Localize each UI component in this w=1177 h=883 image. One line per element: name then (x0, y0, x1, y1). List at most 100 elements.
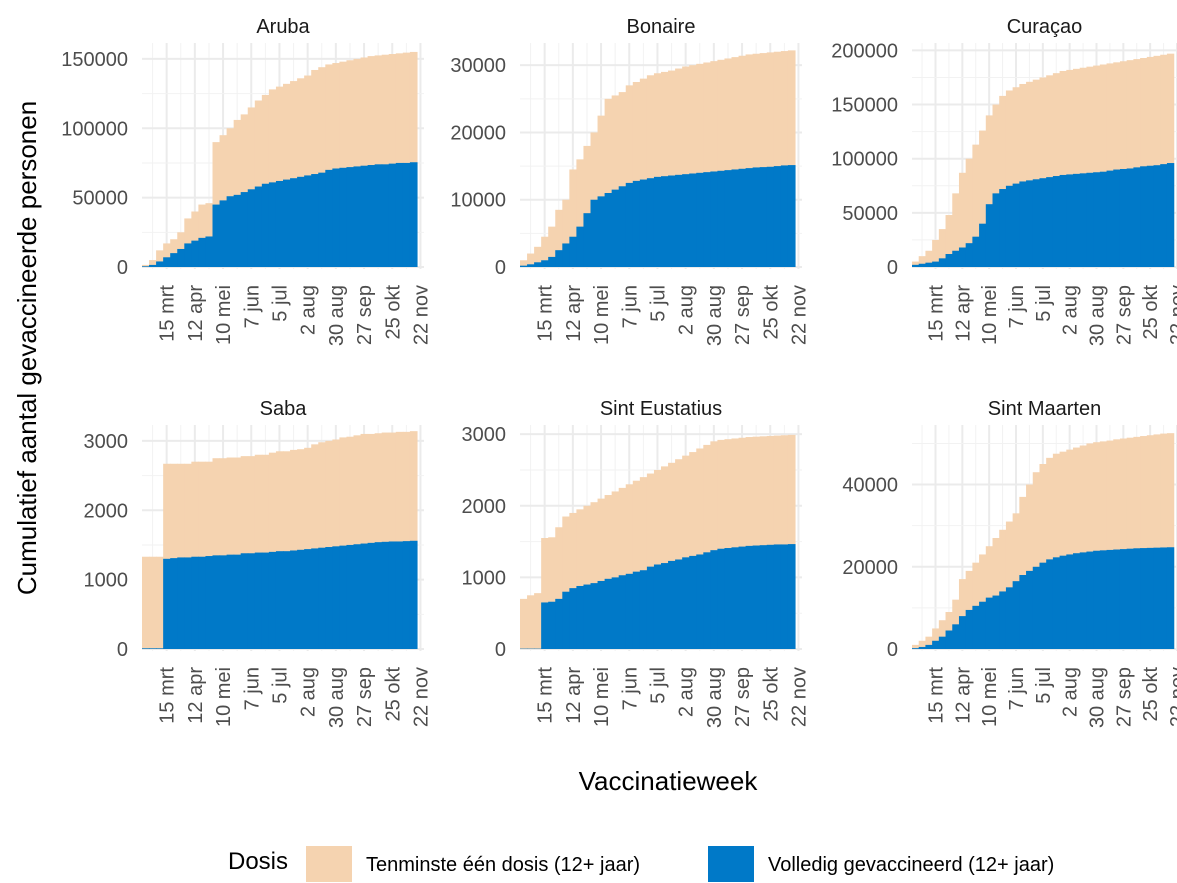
bar-fully-vaccinated-curacao (1019, 181, 1027, 267)
bar-first-dose-bonaire (583, 145, 592, 267)
bar-fully-vaccinated-saba (268, 551, 277, 649)
x-axis-title: Vaccinatieweek (579, 766, 759, 796)
bar-fully-vaccinated-bonaire (569, 236, 577, 267)
bar-fully-vaccinated-curacao (925, 262, 933, 267)
y-tick-label: 50000 (842, 203, 898, 225)
bar-first-dose-curacao (925, 250, 933, 267)
bar-first-dose-saba (402, 431, 411, 649)
bar-fully-vaccinated-sint-eustatius (555, 598, 563, 649)
bar-fully-vaccinated-sint-eustatius (703, 552, 711, 649)
bar-fully-vaccinated-bonaire (590, 199, 599, 267)
bar-first-dose-aruba (409, 51, 418, 267)
bar-fully-vaccinated-sint-maarten (958, 616, 967, 649)
bar-first-dose-bonaire (661, 71, 669, 267)
bar-first-dose-bonaire (787, 50, 796, 267)
bar-first-dose-sint-eustatius (520, 598, 528, 649)
bars-sint-eustatius (520, 434, 796, 649)
panel-title-bonaire: Bonaire (627, 16, 696, 38)
bar-first-dose-bonaire (590, 132, 599, 267)
bar-first-dose-bonaire (773, 51, 782, 268)
bar-fully-vaccinated-bonaire (639, 179, 648, 267)
x-tick-label: 5 jul (1033, 285, 1055, 322)
bar-first-dose-aruba (275, 86, 284, 267)
bar-fully-vaccinated-curacao (1153, 165, 1161, 267)
bar-first-dose-curacao (945, 215, 953, 267)
x-tick-label: 12 apr (563, 667, 585, 724)
bar-fully-vaccinated-aruba (339, 167, 348, 267)
legend-label-first-dose: Tenminste één dosis (12+ jaar) (366, 854, 640, 876)
bar-first-dose-bonaire (569, 169, 577, 267)
bar-fully-vaccinated-saba (177, 557, 185, 649)
bar-first-dose-saba (191, 461, 199, 649)
bar-first-dose-sint-eustatius (597, 498, 606, 649)
bar-fully-vaccinated-saba (367, 542, 376, 649)
x-tick-label: 30 aug (326, 667, 348, 728)
bar-first-dose-sint-eustatius (682, 455, 690, 649)
bar-fully-vaccinated-saba (142, 648, 150, 649)
x-tick-label: 15 mrt (535, 667, 557, 724)
bar-first-dose-aruba (325, 64, 333, 267)
bar-first-dose-sint-eustatius (661, 466, 669, 649)
bar-fully-vaccinated-saba (395, 541, 404, 649)
bar-fully-vaccinated-aruba (283, 179, 291, 267)
bar-fully-vaccinated-bonaire (661, 176, 669, 267)
bar-first-dose-bonaire (738, 55, 747, 267)
bar-fully-vaccinated-sint-eustatius (724, 548, 733, 649)
bar-fully-vaccinated-curacao (1093, 172, 1101, 267)
bar-first-dose-curacao (1012, 87, 1020, 267)
bar-fully-vaccinated-sint-eustatius (661, 563, 669, 649)
bar-fully-vaccinated-curacao (1113, 169, 1121, 267)
panel-sint-eustatius: Sint Eustatius 0 1000 2000 3000 15 mrt 12 apr 1… (462, 398, 811, 728)
bar-fully-vaccinated-sint-maarten (1079, 552, 1088, 649)
bar-fully-vaccinated-sint-eustatius (646, 566, 655, 649)
bar-fully-vaccinated-aruba (374, 164, 383, 267)
bar-first-dose-sint-maarten (1153, 434, 1161, 649)
x-tick-label: 27 sep (354, 285, 376, 345)
bar-first-dose-saba (142, 556, 150, 649)
bar-first-dose-curacao (1073, 68, 1081, 267)
bar-first-dose-bonaire (745, 54, 754, 267)
x-tick-label: 22 nov (788, 667, 810, 727)
bar-first-dose-sint-eustatius (618, 487, 627, 649)
bar-first-dose-aruba (268, 89, 277, 268)
bar-fully-vaccinated-sint-eustatius (562, 591, 570, 649)
bar-fully-vaccinated-sint-eustatius (780, 544, 789, 649)
bar-first-dose-saba (381, 432, 390, 649)
bar-fully-vaccinated-curacao (912, 264, 920, 267)
bar-fully-vaccinated-curacao (1073, 173, 1081, 267)
bar-first-dose-saba (311, 444, 319, 649)
bar-first-dose-sint-eustatius (717, 439, 726, 649)
bar-fully-vaccinated-saba (226, 554, 235, 649)
x-tick-label: 7 jun (619, 285, 641, 328)
bar-fully-vaccinated-saba (205, 556, 214, 649)
x-tick-label: 27 sep (1113, 285, 1135, 345)
bar-first-dose-bonaire (597, 115, 606, 268)
bar-fully-vaccinated-aruba (156, 261, 164, 267)
bar-first-dose-sint-maarten (1032, 472, 1041, 649)
bar-first-dose-sint-eustatius (576, 509, 585, 649)
x-tick-label: 2 aug (1060, 285, 1082, 335)
legend-title: Dosis (228, 848, 288, 875)
bar-first-dose-saba (332, 439, 340, 649)
bar-first-dose-curacao (1079, 67, 1088, 268)
bar-fully-vaccinated-sint-eustatius (717, 548, 726, 649)
bar-first-dose-bonaire (576, 159, 585, 267)
legend-swatch-first-dose (306, 846, 352, 882)
bar-first-dose-bonaire (724, 58, 733, 267)
bar-fully-vaccinated-aruba (290, 178, 298, 267)
bar-fully-vaccinated-bonaire (696, 172, 704, 267)
bar-first-dose-saba (367, 433, 376, 649)
bar-first-dose-sint-maarten (1166, 433, 1175, 649)
bar-fully-vaccinated-curacao (1140, 166, 1148, 267)
bar-first-dose-aruba (156, 250, 164, 267)
bar-fully-vaccinated-sint-eustatius (590, 583, 599, 649)
bar-first-dose-bonaire (689, 65, 697, 267)
bar-first-dose-curacao (918, 256, 927, 267)
bar-fully-vaccinated-curacao (1059, 174, 1067, 267)
x-tick-label: 15 mrt (535, 285, 557, 342)
bar-first-dose-aruba (353, 58, 362, 267)
bar-fully-vaccinated-aruba (254, 186, 263, 267)
legend-swatch-fully-vaccinated (708, 846, 754, 882)
y-tick-label: 3000 (84, 431, 129, 453)
bar-fully-vaccinated-curacao (1146, 165, 1155, 267)
